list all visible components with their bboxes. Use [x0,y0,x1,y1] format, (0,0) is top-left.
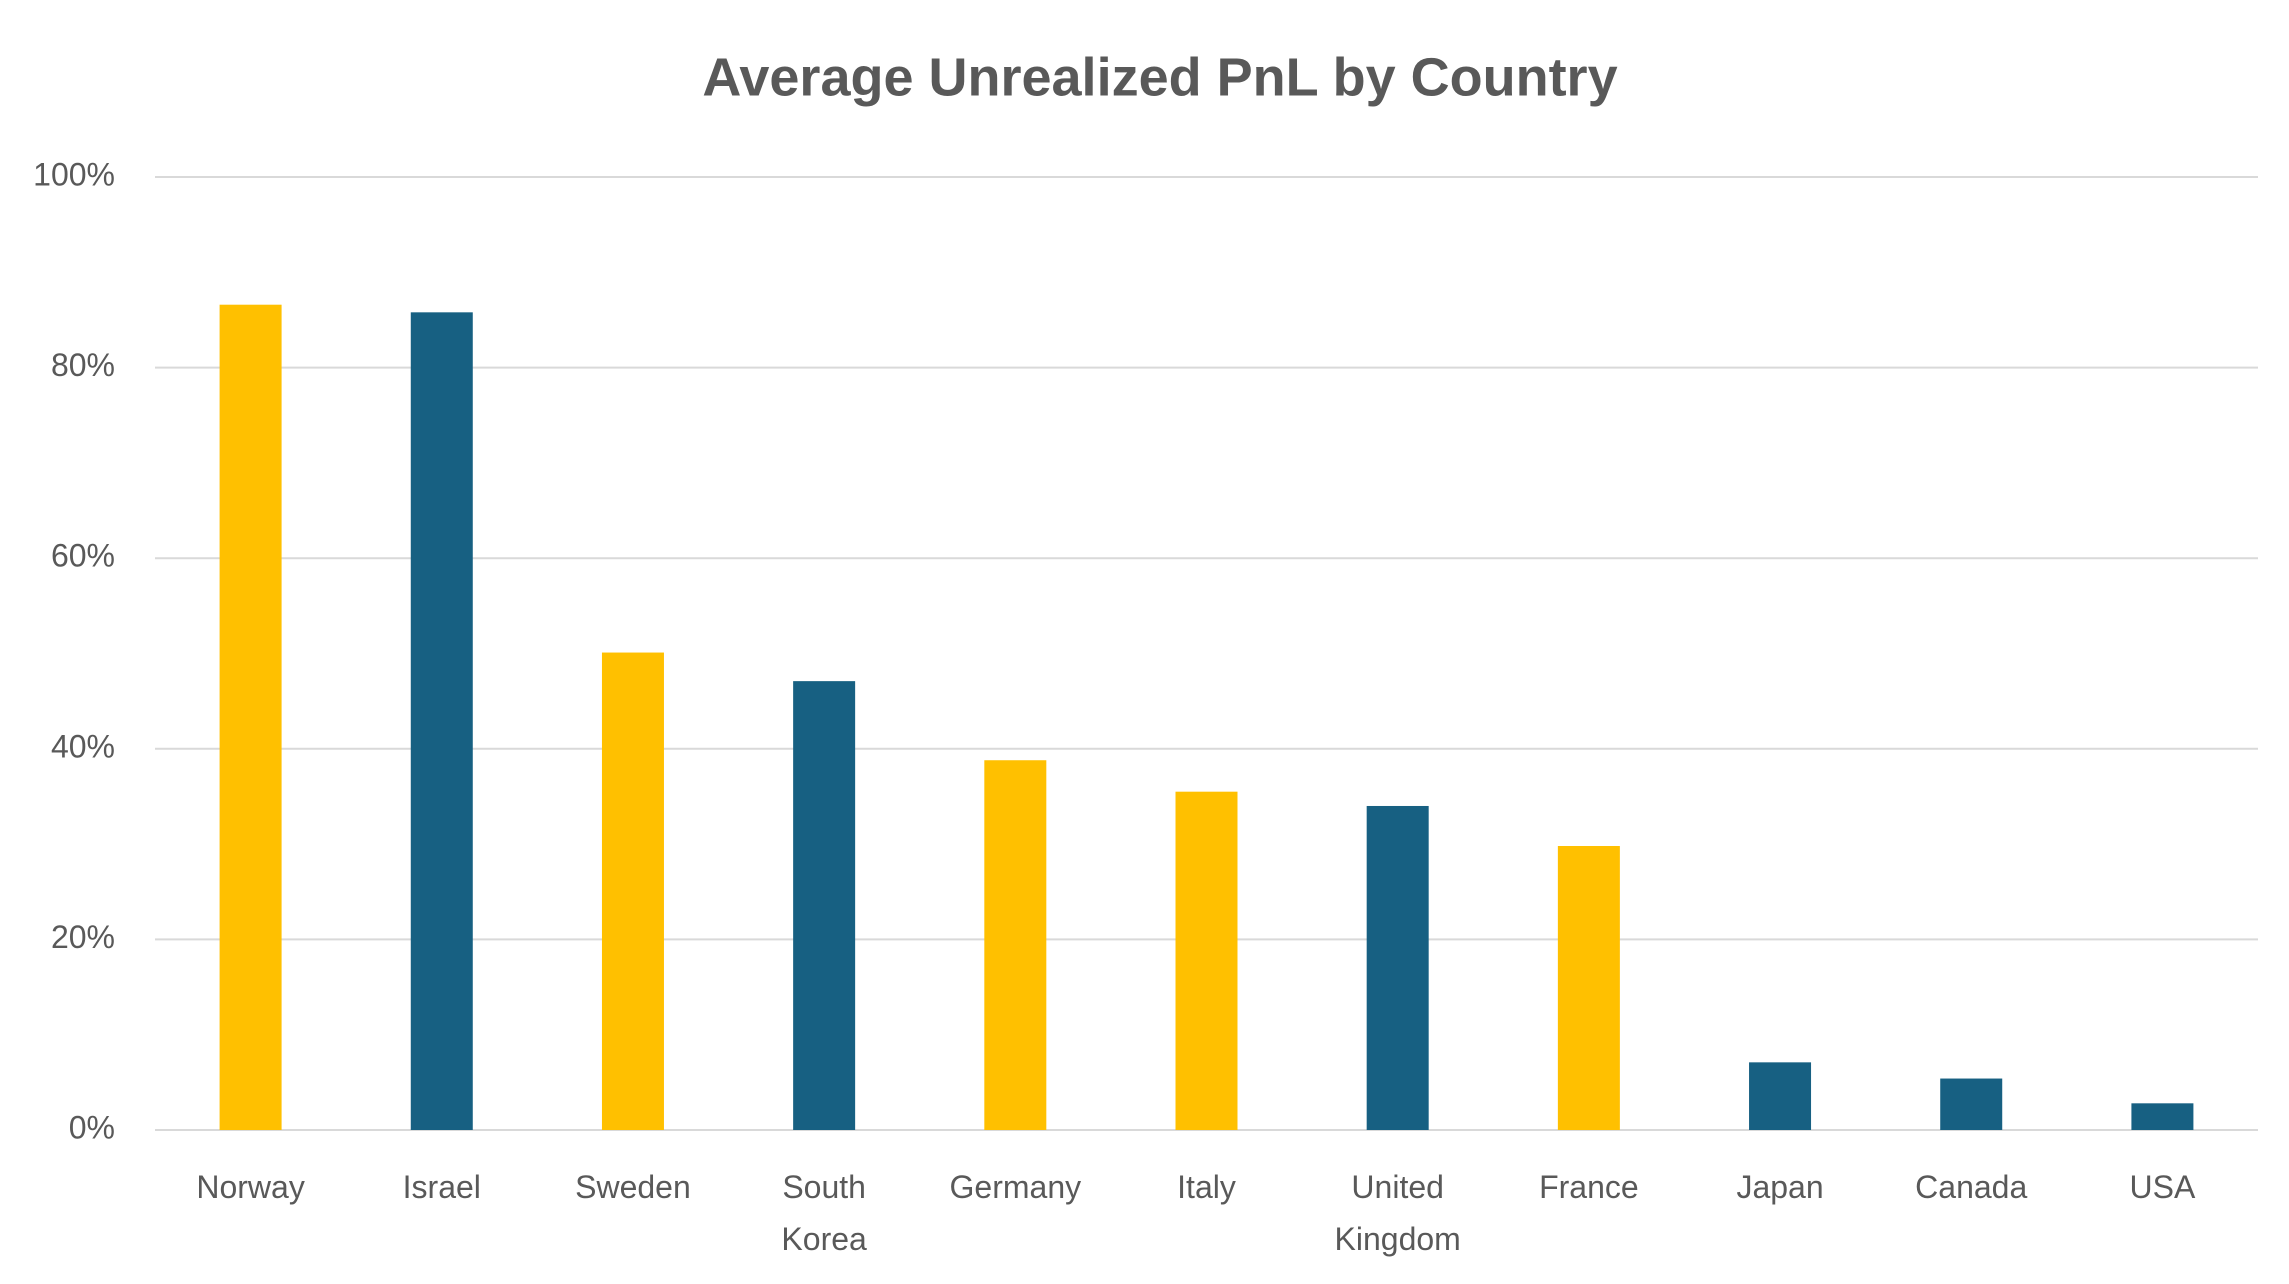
y-tick-label: 60% [51,538,115,574]
bar [1940,1078,2003,1130]
bar [1366,805,1429,1130]
x-tick-label: Germany [949,1169,1082,1205]
x-tick-label: France [1539,1169,1639,1205]
x-tick-label: Canada [1915,1169,2028,1205]
x-tick-label: Italy [1177,1169,1236,1205]
bar [1749,1062,1812,1130]
bar [410,312,473,1130]
y-tick-label: 80% [51,347,115,383]
x-tick-label: Sweden [575,1169,691,1205]
y-tick-label: 40% [51,728,115,764]
bar [984,760,1047,1130]
y-tick-label: 0% [69,1109,115,1145]
x-tick-label: Japan [1736,1169,1824,1205]
y-tick-label: 100% [33,156,115,192]
x-tick-label: Norway [196,1169,305,1205]
y-tick-label: 20% [51,919,115,955]
bar [601,652,664,1130]
x-tick-label: United Kingdom [1334,1169,1461,1257]
bar [1175,791,1238,1130]
bar [2131,1103,2194,1130]
bar [793,681,856,1130]
x-tick-label: USA [2129,1169,2196,1205]
x-tick-label: Israel [402,1169,481,1205]
bar [1557,846,1620,1130]
bar [219,304,282,1130]
chart-title: Average Unrealized PnL by Country [702,47,1617,107]
x-tick-label: South Korea [781,1169,867,1257]
